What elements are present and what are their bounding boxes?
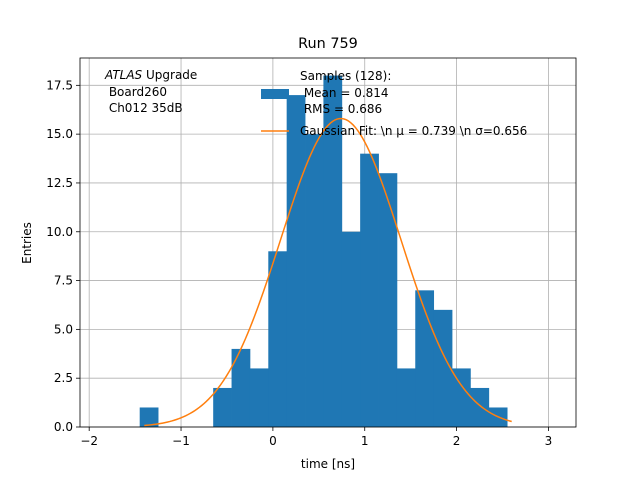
legend: Samples (128): Mean = 0.814 RMS = 0.686 … — [261, 69, 527, 138]
gaussian-fit-line — [144, 117, 512, 427]
histogram-bar — [433, 309, 453, 427]
y-tick-label: 7.5 — [54, 274, 73, 288]
y-tick-label: 17.5 — [46, 78, 73, 92]
legend-hist-line-2: Mean = 0.814 — [300, 86, 389, 100]
atlas-annotation: ATLAS Upgrade Board260 Ch012 35dB — [104, 68, 197, 115]
histogram-bar — [378, 173, 398, 427]
histogram-bar — [286, 95, 306, 427]
x-tick-label: −1 — [172, 434, 190, 448]
y-tick-label: 0.0 — [54, 420, 73, 434]
channel-label: Ch012 35dB — [105, 101, 183, 115]
legend-fit-label: Gaussian Fit: \n μ = 0.739 \n σ=0.656 — [300, 124, 527, 138]
legend-hist-swatch — [261, 89, 289, 99]
x-tick-label: 0 — [269, 434, 277, 448]
x-tick-label: 1 — [361, 434, 369, 448]
legend-hist-line-1: Samples (128): — [300, 69, 391, 83]
histogram-bar — [268, 251, 288, 427]
chart-title: Run 759 — [298, 36, 358, 52]
y-axis-ticks: 0.0 2.5 5.0 7.5 10.0 12.5 15.0 17.5 — [46, 78, 80, 434]
y-tick-label: 12.5 — [46, 176, 73, 190]
histogram-bar — [470, 387, 490, 427]
y-tick-label: 5.0 — [54, 322, 73, 336]
histogram-bar — [396, 368, 416, 427]
plot-area — [79, 57, 577, 428]
y-tick-label: 10.0 — [46, 225, 73, 239]
y-tick-label: 15.0 — [46, 127, 73, 141]
histogram-bar — [323, 75, 343, 428]
x-tick-label: 2 — [453, 434, 461, 448]
histogram-bar — [249, 368, 269, 427]
x-axis-label: time [ns] — [301, 457, 355, 471]
histogram-bar — [452, 368, 471, 427]
upgrade-label: Upgrade — [142, 68, 197, 82]
atlas-label: ATLAS — [104, 68, 143, 82]
histogram-bar — [360, 153, 379, 427]
x-tick-label: −2 — [80, 434, 98, 448]
plot-frame — [79, 57, 577, 428]
histogram-bar — [139, 407, 159, 427]
histogram-bar — [213, 387, 232, 427]
histogram-bar — [231, 348, 251, 427]
histogram-bar — [341, 231, 361, 427]
y-tick-label: 2.5 — [54, 371, 73, 385]
board-label: Board260 — [105, 85, 167, 99]
histogram-bar — [305, 134, 324, 427]
x-axis-ticks: −2 −1 0 1 2 3 — [80, 427, 552, 448]
y-axis-label: Entries — [20, 222, 34, 264]
svg-text:ATLAS Upgrade: ATLAS Upgrade — [104, 68, 197, 82]
legend-hist-line-3: RMS = 0.686 — [300, 102, 382, 116]
histogram-bar — [415, 290, 435, 427]
x-tick-label: 3 — [545, 434, 553, 448]
